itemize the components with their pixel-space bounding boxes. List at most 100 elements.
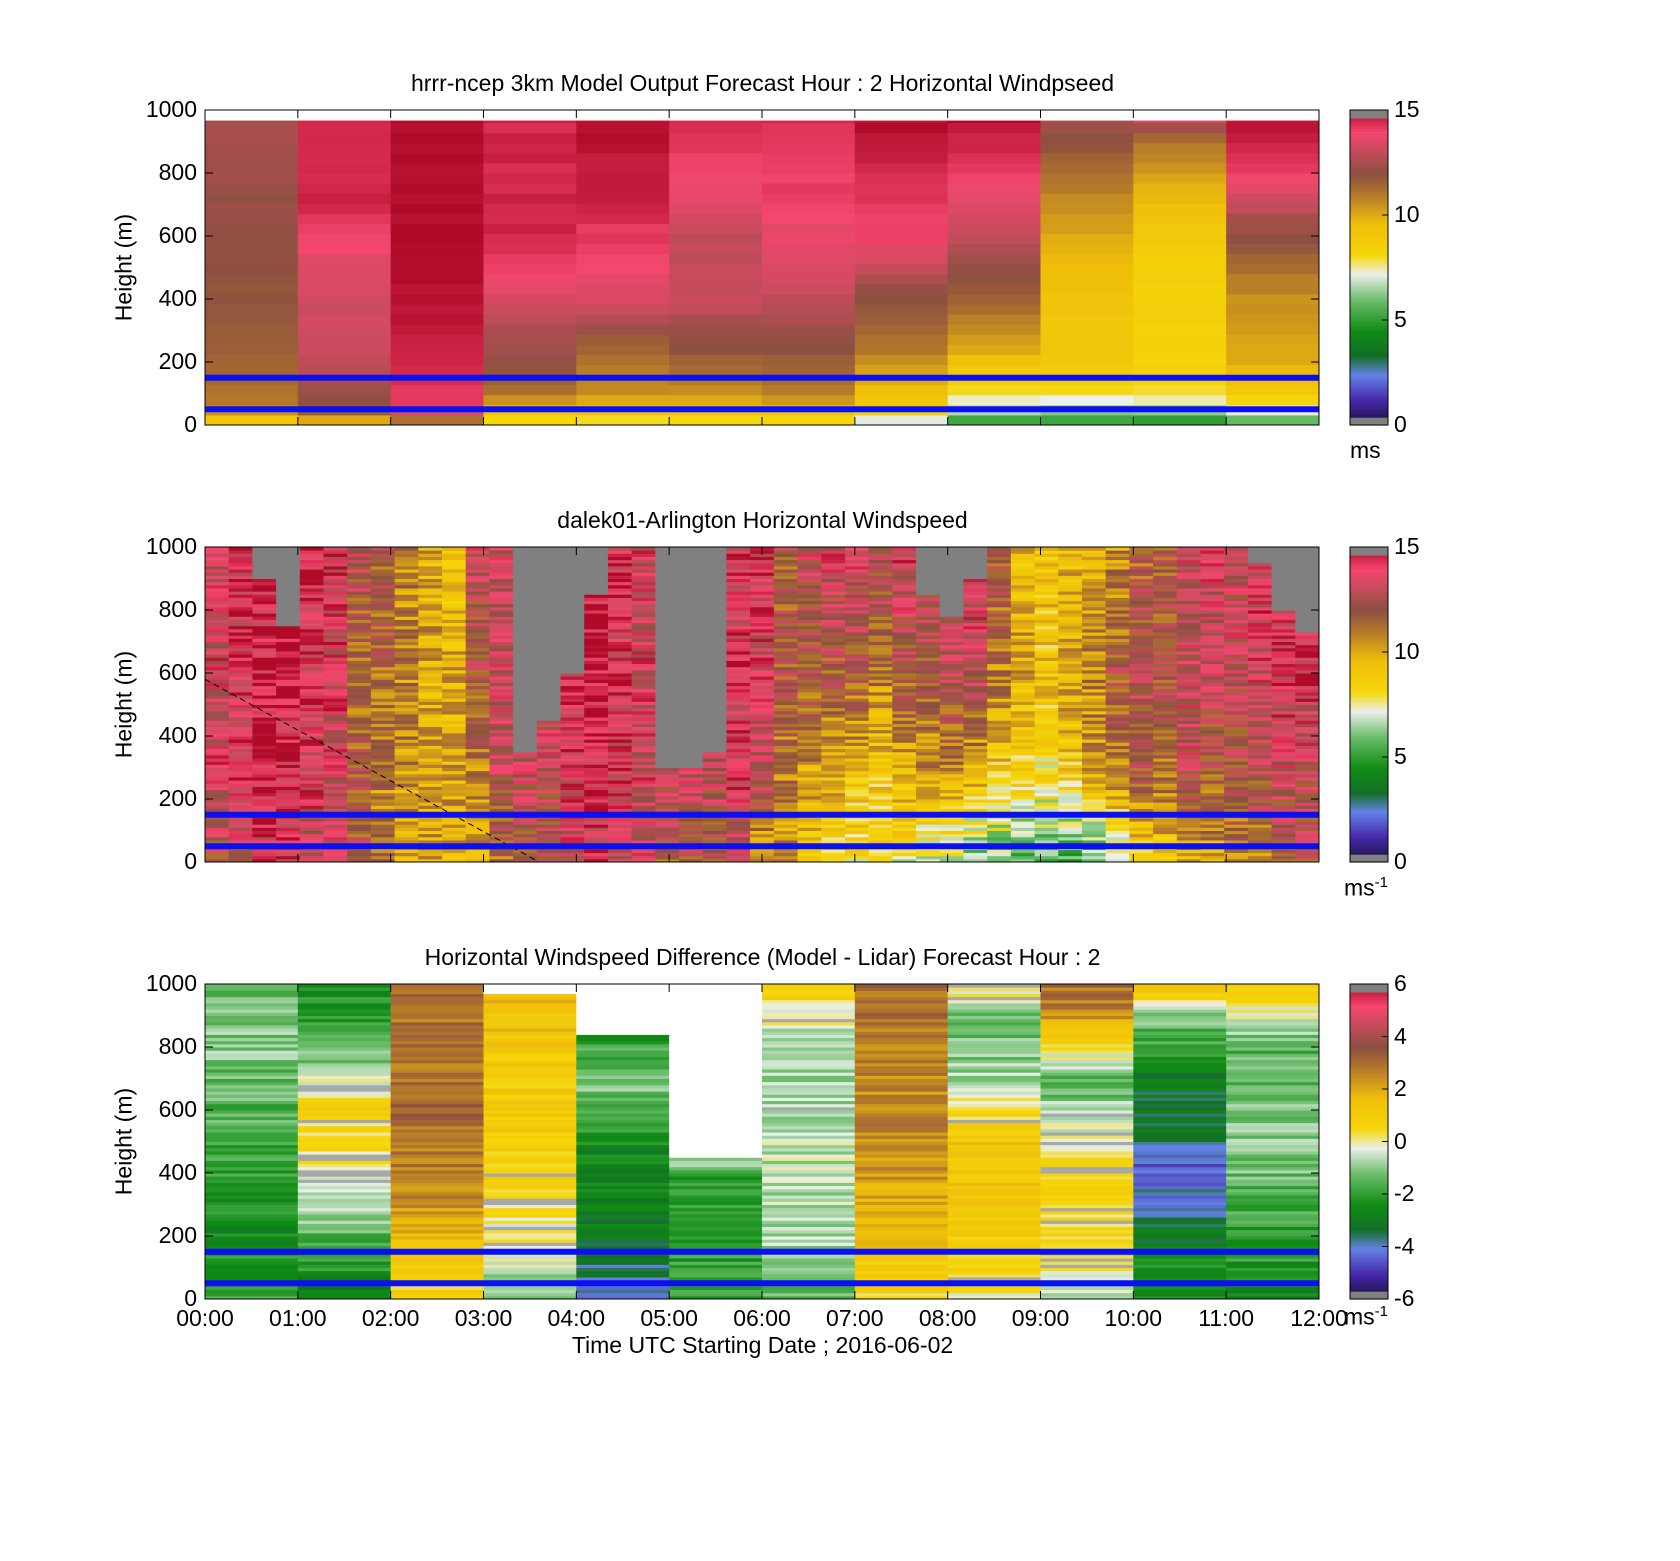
heatmap-cell <box>394 723 419 728</box>
heatmap-cell <box>1224 628 1249 633</box>
heatmap-cell <box>963 701 988 705</box>
heatmap-cell <box>1224 710 1249 715</box>
heatmap-cell <box>947 110 1041 121</box>
heatmap-cell <box>252 565 277 570</box>
heatmap-cell <box>844 773 870 778</box>
heatmap-cell <box>513 679 538 683</box>
heatmap-cell <box>370 641 396 646</box>
heatmap-cell <box>655 691 680 696</box>
heatmap-cell <box>1226 223 1320 234</box>
heatmap-cell <box>1010 553 1036 557</box>
heatmap-cell <box>1034 562 1059 567</box>
colorbar-segment <box>1350 341 1388 345</box>
heatmap-cell <box>631 795 656 800</box>
heatmap-cell <box>868 660 893 665</box>
heatmap-cell <box>465 635 490 639</box>
heatmap-cell <box>418 594 443 598</box>
heatmap-cell <box>1105 726 1130 731</box>
heatmap-cell <box>987 572 1012 576</box>
heatmap-cell <box>631 821 656 825</box>
heatmap-cell <box>1040 394 1134 406</box>
heatmap-cell <box>576 132 670 144</box>
heatmap-cell <box>584 704 609 709</box>
heatmap-cell <box>228 695 253 699</box>
heatmap-cell <box>1058 830 1083 835</box>
heatmap-cell <box>576 344 670 355</box>
heatmap-cell <box>607 855 633 860</box>
heatmap-cell <box>1129 770 1154 775</box>
heatmap-cell <box>773 657 799 661</box>
heatmap-cell <box>205 603 230 608</box>
heatmap-cell <box>560 632 585 636</box>
heatmap-cell <box>750 676 775 680</box>
heatmap-cell <box>1153 754 1178 759</box>
heatmap-cell <box>987 776 1012 781</box>
heatmap-cell <box>1034 584 1059 589</box>
heatmap-cell <box>394 701 419 705</box>
heatmap-cell <box>655 723 680 728</box>
heatmap-cell <box>297 193 392 204</box>
heatmap-cell <box>1081 786 1107 791</box>
heatmap-cell <box>560 717 585 721</box>
heatmap-cell <box>702 701 727 705</box>
heatmap-cell <box>1105 603 1130 608</box>
heatmap-cell <box>868 613 893 617</box>
heatmap-cell <box>299 603 325 608</box>
heatmap-cell <box>607 767 633 772</box>
heatmap-cell <box>1176 849 1201 854</box>
heatmap-cell <box>347 685 372 690</box>
heatmap-cell <box>1224 572 1249 576</box>
heatmap-cell <box>679 632 704 636</box>
heatmap-cell <box>1247 827 1273 831</box>
heatmap-cell <box>489 849 514 854</box>
heatmap-cell <box>892 817 917 822</box>
heatmap-cell <box>1058 666 1083 671</box>
heatmap-cell <box>252 839 277 844</box>
colorbar-segment <box>1350 259 1388 263</box>
heatmap-cell <box>584 723 609 728</box>
heatmap-cell <box>631 770 656 775</box>
heatmap-cell <box>1058 565 1083 570</box>
heatmap-cell <box>1133 193 1227 204</box>
heatmap-cell <box>821 594 846 598</box>
heatmap-cell <box>947 314 1041 325</box>
heatmap-cell <box>939 628 964 633</box>
heatmap-cell <box>963 663 988 668</box>
heatmap-cell <box>1153 559 1178 564</box>
heatmap-cell <box>1129 764 1154 768</box>
heatmap-cell <box>987 688 1012 693</box>
heatmap-cell <box>1010 802 1036 806</box>
heatmap-cell <box>631 559 656 564</box>
heatmap-cell <box>773 754 799 759</box>
heatmap-cell <box>442 562 467 567</box>
heatmap-cell <box>655 858 680 863</box>
heatmap-cell <box>762 354 856 366</box>
heatmap-cell <box>228 691 253 696</box>
heatmap-cell <box>276 701 301 705</box>
heatmap-cell <box>1058 855 1083 860</box>
heatmap-cell <box>679 679 704 683</box>
colorbar-segment <box>1350 173 1388 177</box>
heatmap-cell <box>773 682 799 687</box>
heatmap-cell <box>916 591 941 595</box>
heatmap-cell <box>679 858 704 863</box>
heatmap-cell <box>631 597 656 602</box>
heatmap-cell <box>252 833 277 838</box>
heatmap-cell <box>299 745 325 750</box>
heatmap-cell <box>370 562 396 567</box>
heatmap-cell <box>1105 739 1130 743</box>
heatmap-cell <box>1040 324 1134 335</box>
heatmap-cell <box>489 783 514 787</box>
heatmap-cell <box>442 603 467 608</box>
heatmap-cell <box>916 776 941 781</box>
heatmap-cell <box>536 745 562 750</box>
heatmap-cell <box>1081 679 1107 683</box>
heatmap-cell <box>584 650 609 655</box>
heatmap-cell <box>1058 650 1083 655</box>
heatmap-cell <box>442 695 467 699</box>
heatmap-cell <box>1226 344 1320 355</box>
heatmap-cell <box>669 193 763 204</box>
heatmap-cell <box>442 836 467 841</box>
heatmap-cell <box>773 789 799 794</box>
heatmap-cell <box>1010 827 1036 831</box>
